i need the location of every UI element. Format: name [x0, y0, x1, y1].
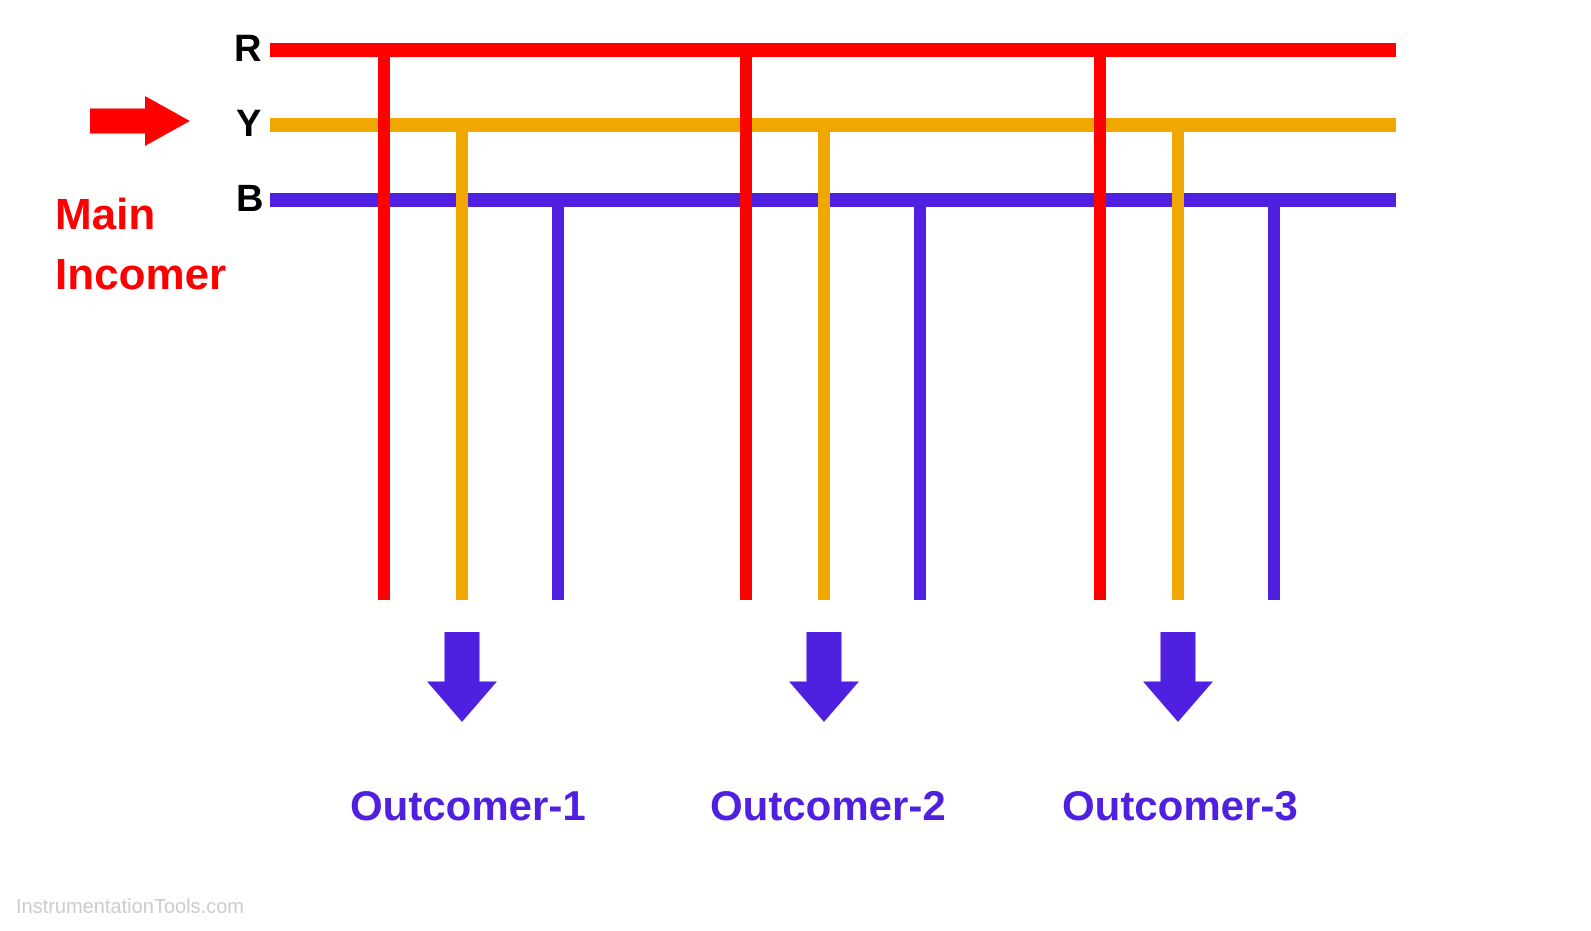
outcomer-1-arrow-icon: [427, 632, 497, 722]
outcomer-3-label: Outcomer-3: [1062, 782, 1298, 830]
drop-1-y: [456, 118, 468, 600]
drop-3-y: [1172, 118, 1184, 600]
main-incomer-label-line2: Incomer: [55, 250, 226, 300]
phase-label-b: B: [236, 178, 263, 221]
drop-2-r: [740, 43, 752, 600]
outcomer-2-label: Outcomer-2: [710, 782, 946, 830]
phase-label-y: Y: [236, 103, 261, 146]
watermark-text: InstrumentationTools.com: [16, 896, 244, 919]
drop-2-b: [914, 193, 926, 600]
drop-3-b: [1268, 193, 1280, 600]
busbar-y: [270, 118, 1396, 132]
outcomer-1-label: Outcomer-1: [350, 782, 586, 830]
drop-1-r: [378, 43, 390, 600]
phase-label-r: R: [234, 28, 261, 71]
main-incomer-label-line1: Main: [55, 190, 155, 240]
drop-3-r: [1094, 43, 1106, 600]
main-incomer-arrow-icon: [90, 96, 190, 146]
outcomer-2-arrow-icon: [789, 632, 859, 722]
busbar-diagram: Main Incomer R Y B Outcomer-1 Outcomer-2 O…: [0, 0, 1591, 931]
busbar-r: [270, 43, 1396, 57]
outcomer-3-arrow-icon: [1143, 632, 1213, 722]
busbar-b: [270, 193, 1396, 207]
drop-2-y: [818, 118, 830, 600]
drop-1-b: [552, 193, 564, 600]
